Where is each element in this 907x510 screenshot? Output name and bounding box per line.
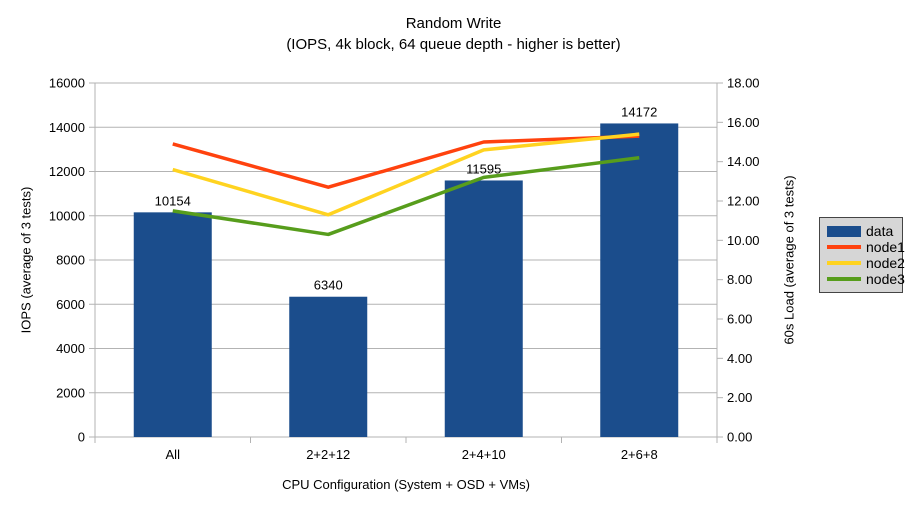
chart-title: Random Write	[405, 15, 502, 32]
legend-swatch-data	[827, 225, 861, 237]
right-axis-tick-label: 18.00	[727, 76, 760, 91]
category-label: 2+4+10	[462, 447, 506, 462]
right-axis-tick-label: 14.00	[727, 154, 760, 169]
left-axis-tick-label: 16000	[49, 76, 85, 91]
chart-subtitle: (IOPS, 4k block, 64 queue depth - higher…	[286, 36, 621, 53]
legend-item: data	[827, 222, 900, 239]
right-axis-tick-label: 4.00	[727, 351, 752, 366]
legend-label: node1	[866, 238, 905, 255]
right-axis-tick-label: 10.00	[727, 233, 760, 248]
left-axis-tick-label: 12000	[49, 164, 85, 179]
x-axis-title: CPU Configuration (System + OSD + VMs)	[282, 477, 530, 492]
legend-label: data	[866, 222, 894, 239]
line-series-node1	[172, 134, 640, 189]
legend-label: node3	[866, 270, 905, 287]
left-axis-tick-label: 2000	[56, 385, 85, 400]
left-axis-tick-label: 6000	[56, 297, 85, 312]
legend-item: node1	[827, 239, 905, 255]
category-label: All	[166, 447, 181, 462]
bar-data-label: 14172	[621, 104, 657, 119]
category-label: 2+6+8	[621, 447, 658, 462]
bar-data-label: 10154	[155, 193, 191, 208]
bar-data-label: 6340	[314, 278, 343, 293]
legend-label: node2	[866, 254, 905, 271]
right-axis-tick-label: 16.00	[727, 115, 760, 130]
legend-swatch-node3	[827, 277, 861, 281]
left-axis-tick-label: 8000	[56, 253, 85, 268]
legend-box: data node1 node2 node3	[819, 217, 905, 293]
right-axis-tick-label: 0.00	[727, 430, 752, 445]
bar	[133, 212, 212, 437]
chart-title-block: Random Write (IOPS, 4k block, 64 queue d…	[0, 13, 907, 55]
right-axis-tick-label: 2.00	[727, 390, 752, 405]
left-axis-tick-label: 4000	[56, 341, 85, 356]
left-axis-tick-label: 0	[78, 430, 85, 445]
line-series-node2	[172, 132, 640, 217]
legend-item: node3	[827, 271, 905, 287]
category-label: 2+2+12	[306, 447, 350, 462]
right-axis-tick-label: 6.00	[727, 312, 752, 327]
legend-item: node2	[827, 255, 905, 271]
left-axis-tick-label: 14000	[49, 120, 85, 135]
bar	[444, 180, 523, 437]
bar	[600, 123, 679, 437]
bar-data-label: 11595	[466, 161, 501, 176]
line-series-node3	[172, 155, 640, 237]
bar	[289, 296, 368, 437]
right-axis-tick-label: 8.00	[727, 272, 752, 287]
right-axis-tick-label: 12.00	[727, 194, 760, 209]
left-axis-tick-label: 10000	[49, 208, 85, 223]
legend-swatch-node1	[827, 245, 861, 249]
legend-swatch-node2	[827, 261, 861, 265]
